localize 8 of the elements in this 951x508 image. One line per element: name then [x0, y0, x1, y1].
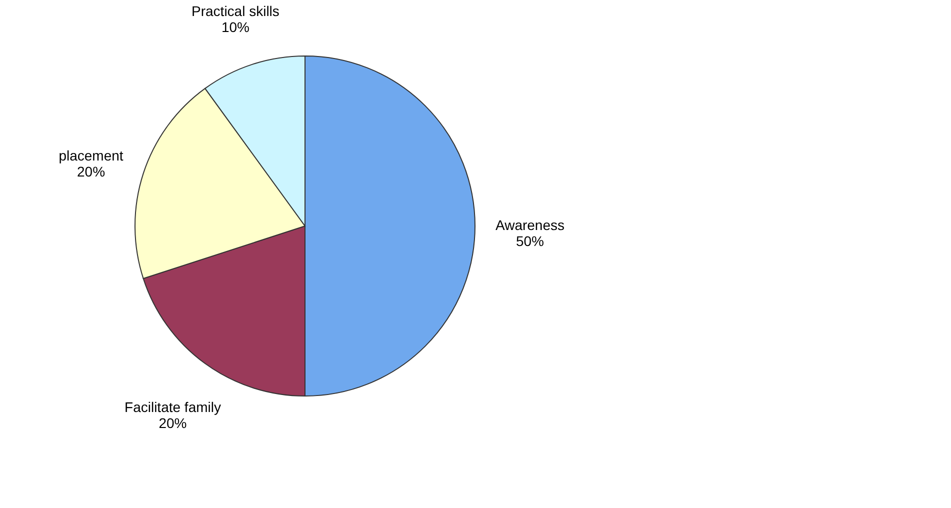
data-label: 50% [516, 233, 544, 249]
data-label: 20% [158, 415, 187, 432]
data-label: 20% [76, 163, 106, 180]
slice-label: Facilitate family [124, 399, 221, 416]
slice-label: Practical skills [192, 3, 280, 20]
slice-label: placement [58, 147, 124, 164]
data-label: 10% [221, 19, 250, 36]
slice-label: Awareness [495, 217, 565, 233]
